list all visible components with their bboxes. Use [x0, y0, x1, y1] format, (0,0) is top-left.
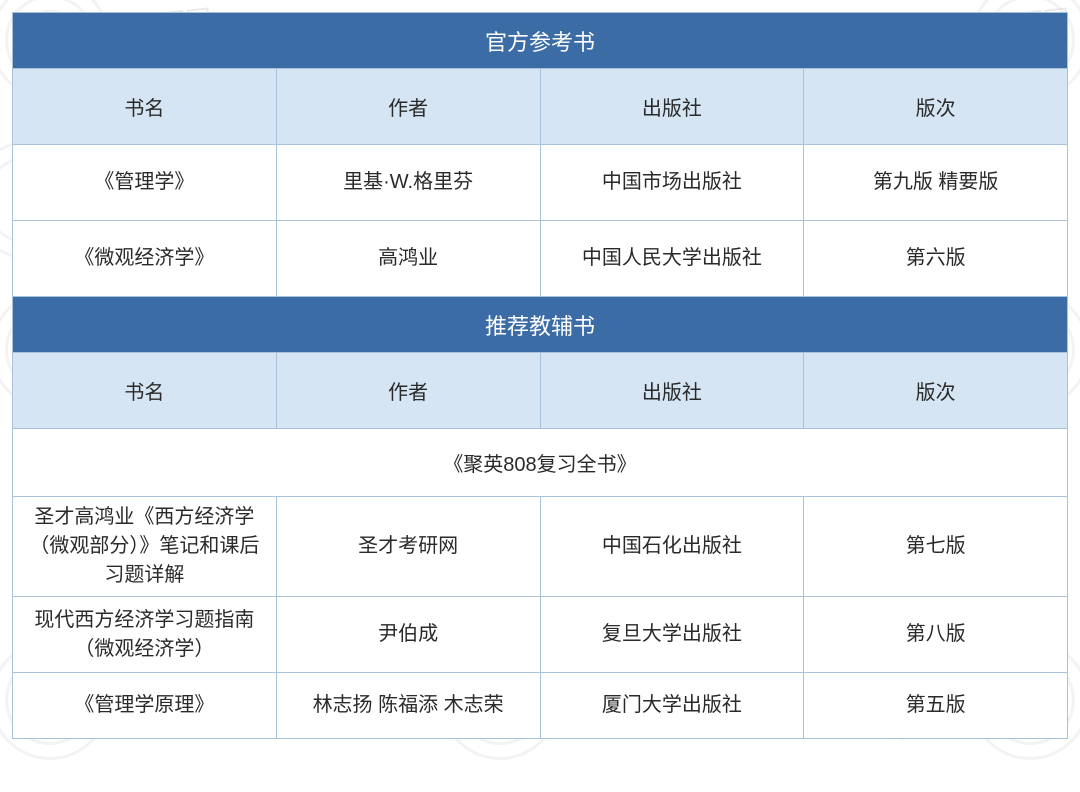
cell-author: 里基·W.格里芬	[276, 145, 540, 221]
section2-title-row: 推荐教辅书	[13, 297, 1068, 353]
section2-column-headers: 书名 作者 出版社 版次	[13, 353, 1068, 429]
cell-bookname: 现代西方经济学习题指南（微观经济学）	[13, 597, 277, 673]
col-header-publisher: 出版社	[540, 69, 804, 145]
cell-author: 圣才考研网	[276, 497, 540, 597]
cell-author: 高鸿业	[276, 221, 540, 297]
cell-publisher: 中国市场出版社	[540, 145, 804, 221]
cell-publisher: 厦门大学出版社	[540, 673, 804, 739]
cell-edition: 第九版 精要版	[804, 145, 1068, 221]
table-row-fullspan: 《聚英808复习全书》	[13, 429, 1068, 497]
cell-bookname: 《微观经济学》	[13, 221, 277, 297]
cell-bookname: 圣才高鸿业《西方经济学（微观部分）》笔记和课后习题详解	[13, 497, 277, 597]
section1-title-row: 官方参考书	[13, 13, 1068, 69]
cell-publisher: 中国石化出版社	[540, 497, 804, 597]
section1-column-headers: 书名 作者 出版社 版次	[13, 69, 1068, 145]
col-header-bookname: 书名	[13, 69, 277, 145]
col-header-author: 作者	[276, 353, 540, 429]
table-row: 圣才高鸿业《西方经济学（微观部分）》笔记和课后习题详解 圣才考研网 中国石化出版…	[13, 497, 1068, 597]
cell-bookname: 《管理学》	[13, 145, 277, 221]
reference-books-table: 官方参考书 书名 作者 出版社 版次 《管理学》 里基·W.格里芬 中国市场出版…	[12, 12, 1068, 739]
cell-edition: 第六版	[804, 221, 1068, 297]
table-row: 《管理学》 里基·W.格里芬 中国市场出版社 第九版 精要版	[13, 145, 1068, 221]
col-header-bookname: 书名	[13, 353, 277, 429]
col-header-edition: 版次	[804, 353, 1068, 429]
table-row: 现代西方经济学习题指南（微观经济学） 尹伯成 复旦大学出版社 第八版	[13, 597, 1068, 673]
section2-title: 推荐教辅书	[13, 297, 1068, 353]
cell-edition: 第七版	[804, 497, 1068, 597]
section1-title: 官方参考书	[13, 13, 1068, 69]
cell-publisher: 中国人民大学出版社	[540, 221, 804, 297]
cell-full-book: 《聚英808复习全书》	[13, 429, 1068, 497]
cell-publisher: 复旦大学出版社	[540, 597, 804, 673]
cell-edition: 第八版	[804, 597, 1068, 673]
cell-bookname: 《管理学原理》	[13, 673, 277, 739]
col-header-publisher: 出版社	[540, 353, 804, 429]
cell-author: 尹伯成	[276, 597, 540, 673]
table-row: 《微观经济学》 高鸿业 中国人民大学出版社 第六版	[13, 221, 1068, 297]
cell-author: 林志扬 陈福添 木志荣	[276, 673, 540, 739]
col-header-author: 作者	[276, 69, 540, 145]
col-header-edition: 版次	[804, 69, 1068, 145]
table-row: 《管理学原理》 林志扬 陈福添 木志荣 厦门大学出版社 第五版	[13, 673, 1068, 739]
cell-edition: 第五版	[804, 673, 1068, 739]
